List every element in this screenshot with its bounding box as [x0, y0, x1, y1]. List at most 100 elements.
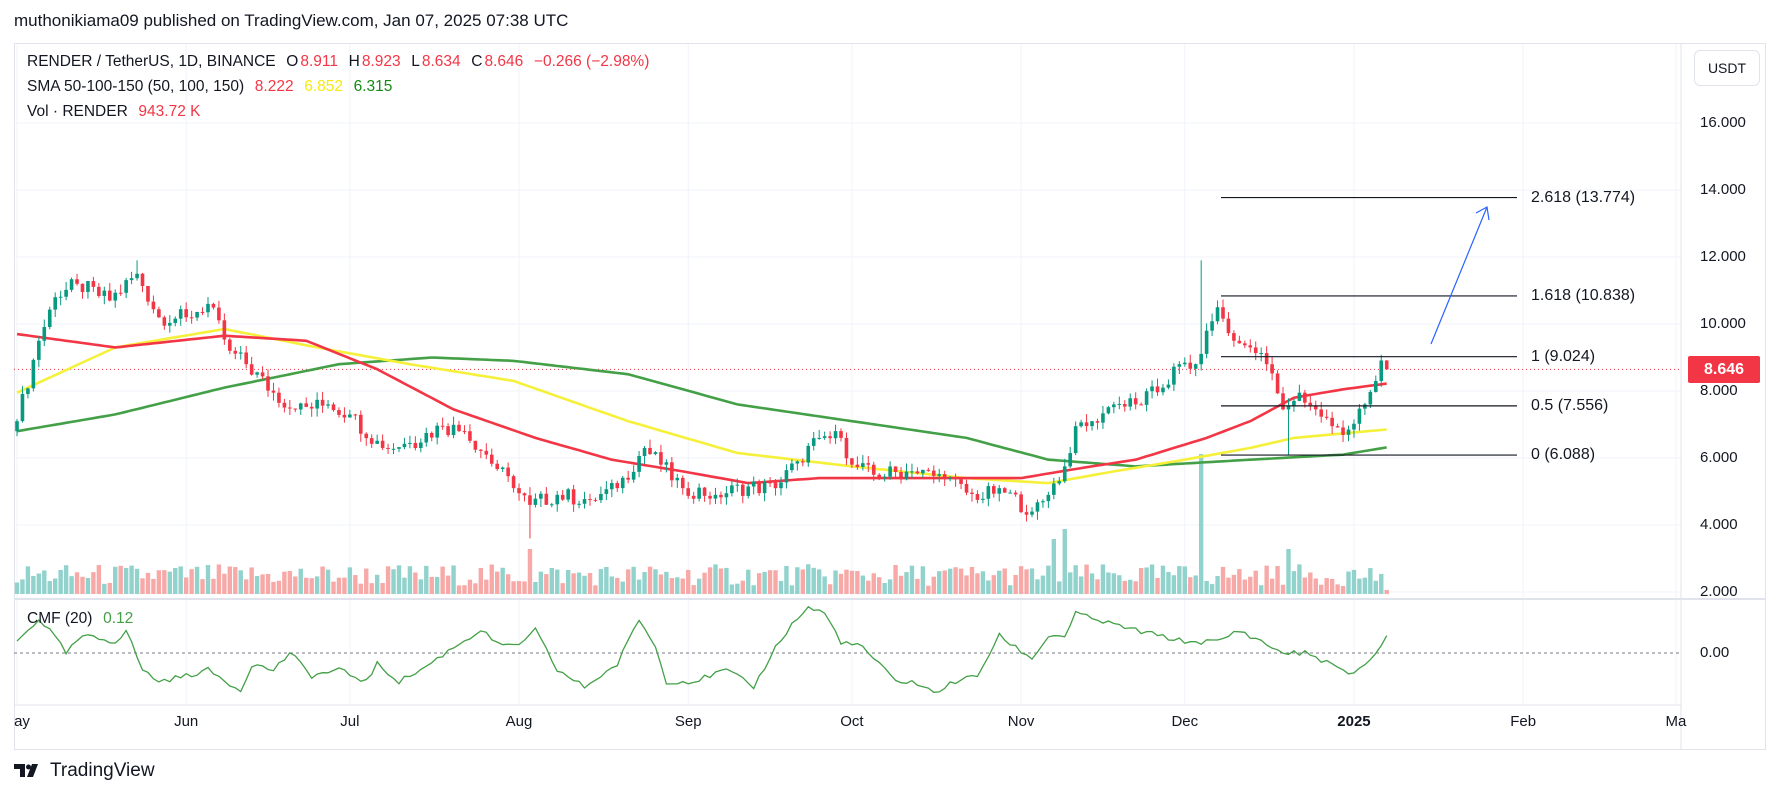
volume-bar [1002, 568, 1007, 594]
candle-body [451, 424, 456, 436]
volume-bar [473, 583, 478, 594]
volume-bar [702, 572, 707, 594]
cmf-legend[interactable]: CMF (20) 0.12 [27, 610, 135, 628]
candle-body [986, 486, 991, 499]
volume-bar [1280, 584, 1286, 594]
volume-bar [533, 581, 538, 594]
volume-bar [134, 568, 140, 594]
volume-bar [1007, 585, 1013, 594]
volume-bar [249, 567, 254, 594]
candle-body [162, 317, 167, 326]
candle-body [217, 307, 221, 321]
price-tick-label: 10.000 [1700, 315, 1746, 332]
sma100-line [16, 327, 1387, 485]
volume-bar [440, 566, 445, 594]
volume-bar [1258, 585, 1264, 594]
volume-bar [816, 569, 822, 594]
candle-body [522, 493, 527, 496]
candle-body [1150, 386, 1154, 392]
candle-body [1286, 405, 1291, 410]
volume-bar [653, 569, 658, 594]
candle-body [468, 431, 472, 441]
candle-body [309, 406, 314, 409]
volume-bar [565, 569, 571, 594]
candle-body [664, 462, 669, 465]
volume-bar [123, 568, 129, 594]
candle-body [615, 483, 620, 489]
candle-body [506, 467, 510, 477]
candle-body [724, 493, 729, 498]
candle-body [811, 438, 816, 446]
candle-body [904, 471, 909, 480]
candle-body [228, 339, 232, 351]
currency-button[interactable]: USDT [1694, 50, 1760, 86]
candle-body [620, 477, 625, 489]
volume-bar [1138, 568, 1144, 594]
candle-body [549, 504, 554, 506]
volume-bar [216, 564, 222, 594]
candle-body [1243, 343, 1247, 346]
candle-body [637, 455, 641, 472]
volume-bar [194, 566, 200, 594]
volume-bar [811, 567, 816, 594]
trend-arrow[interactable] [1430, 206, 1490, 345]
volume-bar [860, 575, 866, 594]
volume-bar [549, 568, 554, 594]
candle-body [1297, 392, 1302, 401]
candle-body [713, 494, 718, 499]
candle-body [249, 364, 254, 375]
volume-bar [1117, 575, 1122, 594]
candle-body [1313, 405, 1318, 410]
candle-body [795, 461, 800, 464]
candle-body [255, 372, 259, 375]
candle-body [964, 483, 969, 493]
candle-body [315, 399, 319, 409]
volume-legend[interactable]: Vol · RENDER 943.72 K [27, 103, 202, 121]
volume-bar [620, 581, 625, 594]
volume-bar [331, 581, 336, 594]
candle-body [424, 432, 429, 443]
candle-body [42, 327, 47, 341]
candle-body [211, 303, 216, 308]
volume-bar [991, 575, 997, 594]
candle-body [167, 322, 172, 326]
candle-body [970, 492, 974, 495]
volume-bar [74, 572, 80, 594]
candle-body [331, 404, 336, 411]
candle-body [1341, 427, 1345, 435]
candle-body [184, 309, 188, 318]
candle-body [1330, 417, 1334, 427]
candle-body [419, 442, 423, 449]
volume-bar [1144, 567, 1149, 594]
volume-bar [385, 566, 391, 594]
candle-body [1188, 362, 1193, 369]
volume-bar [658, 574, 664, 594]
volume-bar [314, 576, 320, 594]
candle-body [1346, 429, 1351, 435]
close-value: 8.646 [484, 53, 524, 70]
volume-bar [767, 570, 773, 594]
candle-body [1122, 404, 1127, 407]
time-tick-label: 2025 [1337, 713, 1371, 730]
volume-bar [118, 565, 123, 594]
candle-body [680, 477, 685, 489]
chart-frame[interactable] [14, 43, 1766, 750]
candle-body [910, 471, 914, 473]
candle-body [751, 481, 756, 487]
candle-body [577, 503, 581, 505]
candle-body [953, 478, 958, 480]
candle-body [893, 466, 898, 473]
sma-legend[interactable]: SMA 50-100-150 (50, 100, 150) 8.222 6.85… [27, 78, 394, 96]
volume-bar [380, 582, 385, 594]
price-tick-label: 8.000 [1700, 382, 1738, 399]
volume-bar [609, 576, 615, 594]
candle-body [80, 283, 85, 292]
volume-bar [1302, 577, 1308, 594]
volume-bar [222, 573, 227, 594]
tradingview-logo[interactable]: TradingView [14, 760, 155, 782]
candle-body [479, 449, 483, 451]
candle-body [238, 352, 243, 354]
candle-body [473, 440, 478, 450]
